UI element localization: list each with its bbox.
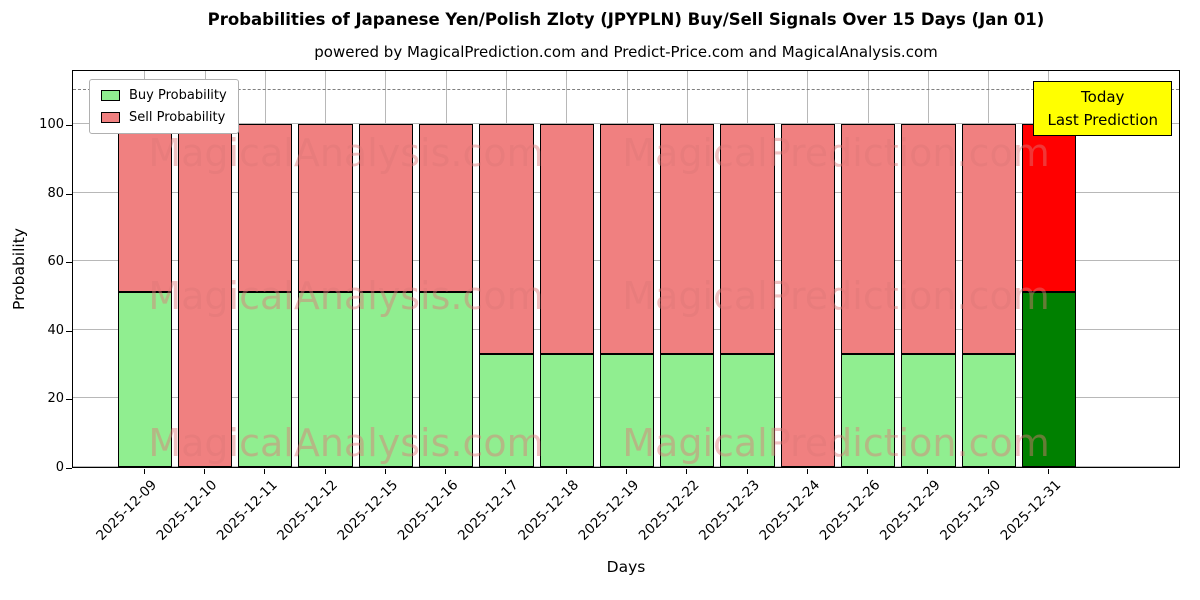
bar-buy-segment	[117, 292, 172, 467]
today-annotation-line1: Today	[1081, 88, 1125, 106]
plot-area: Buy Probability Sell Probability Today L…	[72, 70, 1180, 468]
bar-buy-segment	[238, 292, 293, 467]
x-tick-mark	[264, 469, 266, 474]
buy-probability-swatch-icon	[101, 90, 120, 101]
y-tick-mark	[66, 193, 72, 195]
bar-sell-segment	[720, 123, 775, 354]
bar-sell-segment	[660, 123, 715, 354]
bar-sell-segment	[901, 123, 956, 354]
bar-sell-segment	[479, 123, 534, 354]
bar-buy-segment	[358, 292, 413, 467]
bar-buy-segment	[298, 292, 353, 467]
chart-title: Probabilities of Japanese Yen/Polish Zlo…	[207, 10, 1045, 29]
x-axis-label: Days	[606, 558, 646, 576]
x-tick-mark	[867, 469, 869, 474]
y-tick-label: 80	[47, 185, 64, 201]
watermark-text: MagicalAnalysis.com	[148, 274, 544, 318]
x-tick-mark	[143, 469, 145, 474]
chart-subtitle: powered by MagicalPrediction.com and Pre…	[314, 43, 938, 61]
watermark-text: MagicalPrediction.com	[622, 421, 1050, 465]
bar-buy-segment	[539, 353, 594, 467]
x-tick-mark	[746, 469, 748, 474]
bar-buy-segment	[841, 353, 896, 467]
x-tick-mark	[445, 469, 447, 474]
bar-sell-segment	[419, 123, 474, 293]
bar-buy-segment	[660, 353, 715, 467]
y-tick-label: 0	[55, 460, 64, 475]
bar-sell-segment	[238, 123, 293, 293]
legend-label-buy: Buy Probability	[129, 88, 227, 103]
gridline-horizontal	[73, 122, 1179, 124]
bar-sell-segment	[298, 123, 353, 293]
watermark-text: MagicalPrediction.com	[622, 274, 1050, 318]
x-tick-mark	[686, 469, 688, 474]
y-tick-mark	[66, 262, 72, 264]
legend-item-sell: Sell Probability	[101, 110, 227, 125]
bar-sell-segment	[117, 123, 172, 293]
legend-label-sell: Sell Probability	[129, 110, 226, 125]
x-tick-mark	[505, 469, 507, 474]
bar-sell-segment	[539, 123, 594, 354]
y-tick-mark	[66, 399, 72, 401]
y-tick-label: 40	[47, 322, 64, 338]
y-tick-label: 60	[47, 254, 64, 270]
bar-buy-segment	[720, 353, 775, 467]
bar-buy-segment	[961, 353, 1016, 467]
bar-buy-segment	[599, 353, 655, 467]
x-tick-mark	[1047, 469, 1049, 474]
watermark-text: MagicalPrediction.com	[622, 131, 1050, 175]
x-tick-mark	[806, 469, 808, 474]
watermark-text: MagicalAnalysis.com	[148, 131, 544, 175]
x-tick-mark	[927, 469, 929, 474]
x-tick-mark	[565, 469, 567, 474]
x-tick-mark	[626, 469, 627, 474]
y-tick-mark	[66, 124, 72, 126]
x-tick-mark	[384, 469, 386, 474]
bar-sell-segment	[358, 123, 413, 293]
bar-buy-segment	[901, 353, 956, 467]
bar-buy-segment	[1021, 292, 1077, 467]
watermark-text: MagicalAnalysis.com	[148, 421, 544, 465]
bar-sell-segment	[841, 123, 896, 354]
y-tick-label: 100	[39, 116, 64, 132]
sell-probability-swatch-icon	[101, 112, 120, 123]
threshold-dashed-line	[73, 88, 1179, 90]
x-tick-mark	[324, 469, 326, 474]
legend: Buy Probability Sell Probability	[89, 79, 239, 134]
x-tick-mark	[987, 469, 989, 474]
today-annotation-line2: Last Prediction	[1047, 110, 1158, 129]
y-tick-mark	[66, 468, 72, 469]
bar-sell-segment	[599, 123, 655, 354]
bar-sell-segment	[961, 123, 1016, 354]
y-tick-label: 20	[47, 391, 64, 407]
bar-buy-segment	[479, 353, 534, 467]
bar-sell-segment	[1021, 123, 1077, 293]
x-tick-mark	[204, 469, 206, 474]
today-annotation: Today Last Prediction	[1033, 81, 1172, 136]
x-tick-label: 2025-12-09	[93, 477, 161, 544]
y-tick-mark	[66, 330, 72, 332]
bar-buy-segment	[419, 292, 474, 467]
bar-sell-segment	[177, 123, 233, 467]
legend-item-buy: Buy Probability	[101, 88, 227, 103]
bar-sell-segment	[780, 123, 835, 467]
